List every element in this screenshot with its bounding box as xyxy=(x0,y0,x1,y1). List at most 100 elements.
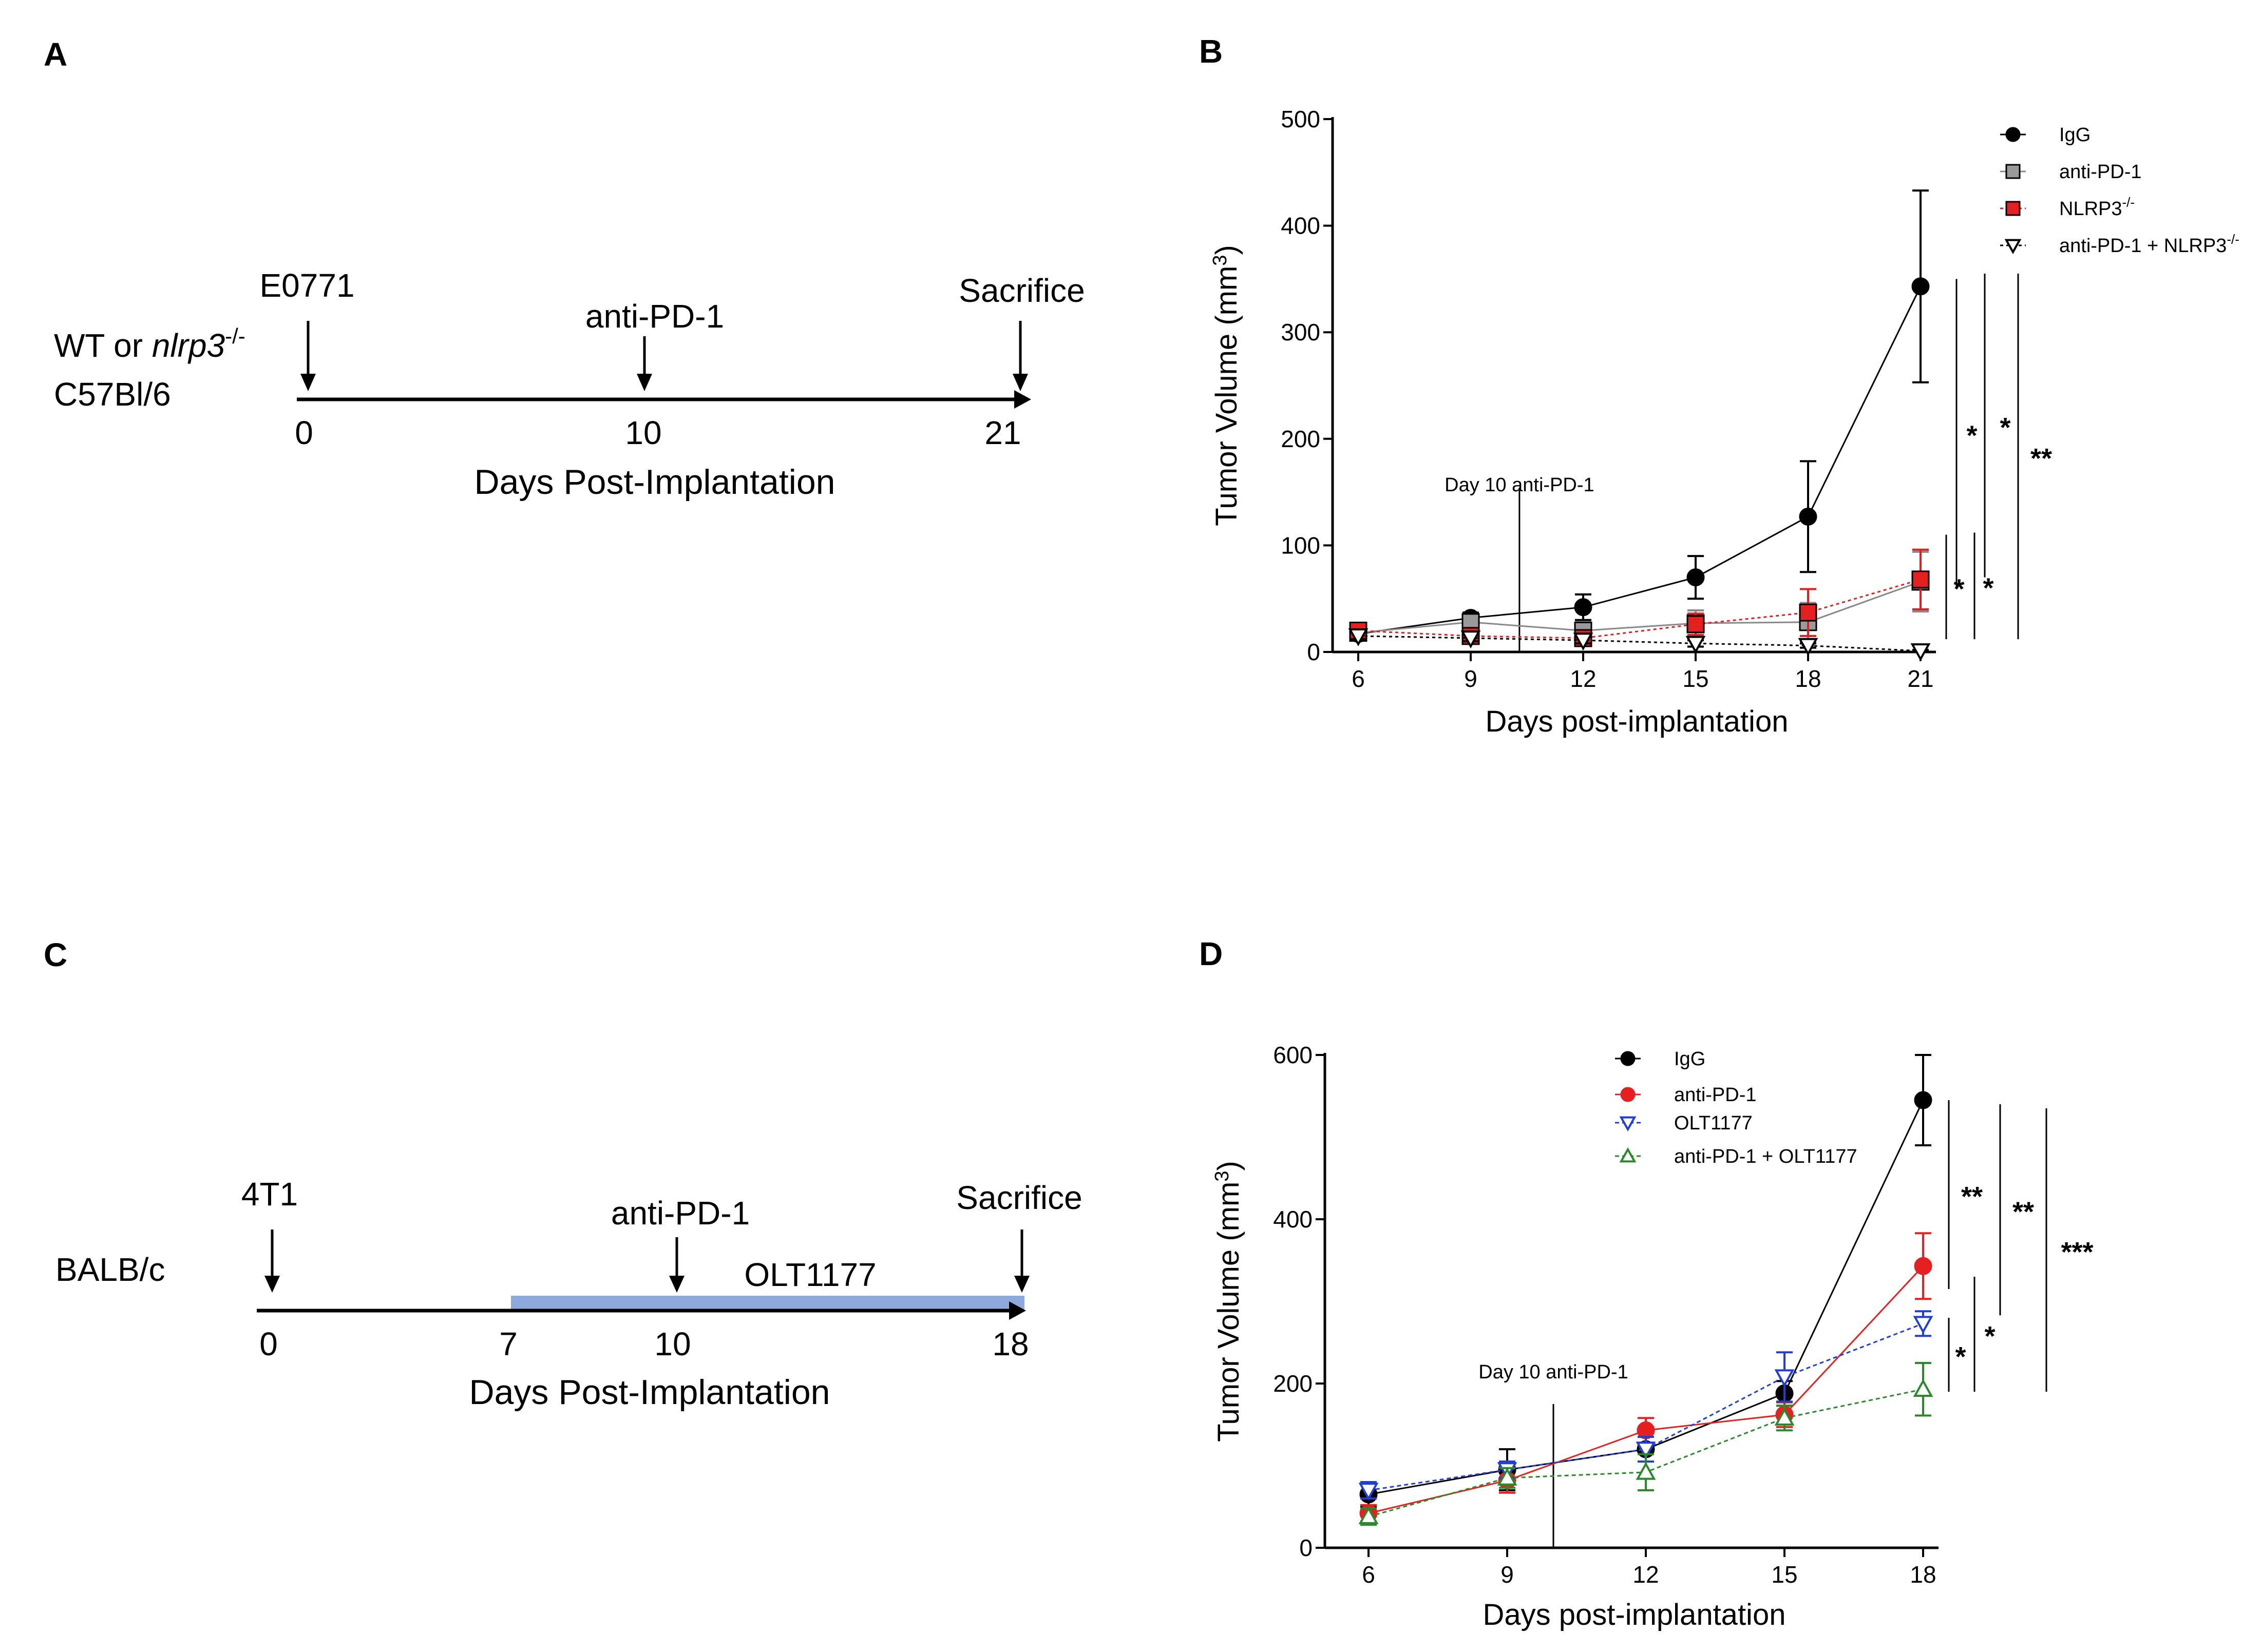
series-line xyxy=(1358,581,1921,634)
legend-entry: NLRP3-/- xyxy=(2000,195,2135,220)
x-tick-label: 15 xyxy=(1771,1561,1797,1588)
data-point xyxy=(1573,632,1593,651)
data-point xyxy=(1911,277,1930,296)
y-tick-label: 0 xyxy=(1299,1534,1313,1561)
chart-b: 0 100 200 300 400 500 6 9 12 15 18 21 Days post-impl… xyxy=(1209,106,2239,738)
host-label-c: BALB/c xyxy=(55,1251,165,1288)
legend-swatch-marker xyxy=(1619,1147,1637,1163)
legend-entry: OLT1177 xyxy=(1615,1112,1753,1134)
event-label-antipd1-c: anti-PD-1 xyxy=(611,1195,750,1232)
legend-swatch-marker xyxy=(2005,164,2021,179)
data-point xyxy=(1686,568,1705,587)
x-tick-label: 6 xyxy=(1362,1561,1375,1588)
data-point xyxy=(1636,1442,1656,1460)
annotation-label: Day 10 anti-PD-1 xyxy=(1445,474,1594,496)
panel-letter-b: B xyxy=(1199,33,1223,70)
day-label-18-c: 18 xyxy=(992,1326,1029,1362)
event-label-sacrifice-c: Sacrifice xyxy=(956,1179,1082,1216)
olt1177-bar-label: OLT1177 xyxy=(744,1256,876,1293)
x-tick-label: 6 xyxy=(1352,665,1365,692)
legend-entry: anti-PD-1 + NLRP3-/- xyxy=(2000,232,2239,257)
significance-label: * xyxy=(1955,1341,1966,1372)
panel-a: A WT or nlrp3-/- C57Bl/6 E0771 anti-PD-1… xyxy=(44,36,1085,502)
data-point xyxy=(1574,598,1592,617)
x-tick-label: 18 xyxy=(1910,1561,1936,1588)
x-axis-title: Days post-implantation xyxy=(1486,705,1789,738)
significance-label: ** xyxy=(1961,1181,1983,1212)
data-point xyxy=(1358,1483,1379,1501)
series-line xyxy=(1358,579,1921,639)
y-axis-title: Tumor Volume (mm3) xyxy=(1211,1161,1245,1442)
data-point xyxy=(1358,1506,1379,1524)
x-axis-title: Days post-implantation xyxy=(1483,1598,1786,1631)
y-tick-label: 100 xyxy=(1281,532,1320,559)
series-anti-pd-1-olt1177 xyxy=(1358,1362,1933,1526)
panel-letter-a: A xyxy=(44,36,67,73)
data-point xyxy=(1910,643,1931,662)
chart-d: 0 200 400 600 6 9 12 15 18 Days post-implantation… xyxy=(1211,1042,2094,1631)
x-tick-label: 18 xyxy=(1795,665,1821,692)
host-strain-a: C57Bl/6 xyxy=(54,376,171,413)
day-label-7-c: 7 xyxy=(499,1326,518,1362)
day-label-0-c: 0 xyxy=(259,1326,278,1362)
data-point xyxy=(1798,638,1818,656)
event-arrow-antipd1-c-head xyxy=(669,1276,685,1293)
significance-label: *** xyxy=(2061,1237,2093,1267)
data-point xyxy=(1799,507,1817,526)
panel-d: D 0 200 400 600 6 9 12 15 18 Days post-implantati… xyxy=(1199,935,2094,1631)
legend-label: anti-PD-1 xyxy=(1674,1084,1757,1106)
legend-entry: IgG xyxy=(1615,1048,1705,1070)
legend-label: IgG xyxy=(1674,1048,1705,1070)
data-point xyxy=(1685,636,1706,654)
event-label-4t1: 4T1 xyxy=(241,1176,298,1213)
significance-label: ** xyxy=(2012,1197,2034,1227)
data-point xyxy=(1913,1379,1933,1397)
legend-label: IgG xyxy=(2059,124,2091,146)
legend-swatch-marker xyxy=(1620,1087,1636,1102)
x-tick-label: 15 xyxy=(1682,665,1708,692)
legend-label: NLRP3-/- xyxy=(2059,195,2135,220)
day-label-10-a: 10 xyxy=(625,414,661,451)
panel-letter-d: D xyxy=(1199,935,1223,972)
legend-swatch-marker xyxy=(1619,1116,1637,1132)
legend-swatch-marker xyxy=(2004,239,2022,255)
legend-label: OLT1177 xyxy=(1674,1112,1753,1134)
data-point xyxy=(1686,615,1705,633)
y-tick-label: 400 xyxy=(1281,213,1320,239)
series-nlrp3 xyxy=(1349,548,1930,647)
data-point xyxy=(1460,630,1481,649)
data-point xyxy=(1774,1408,1795,1426)
legend-label: anti-PD-1 + OLT1177 xyxy=(1674,1146,1857,1167)
event-label-e0771: E0771 xyxy=(259,267,354,304)
panel-letter-c: C xyxy=(44,936,67,973)
olt1177-treatment-bar xyxy=(511,1296,1024,1310)
series-line xyxy=(1358,286,1922,635)
legend-label: anti-PD-1 xyxy=(2059,161,2142,183)
y-tick-label: 500 xyxy=(1281,106,1320,132)
legend-swatch-marker xyxy=(2005,127,2021,142)
event-arrow-antipd1-a-head xyxy=(637,374,652,391)
timeline-title-a: Days Post-Implantation xyxy=(474,463,835,502)
day-label-21-a: 21 xyxy=(984,414,1021,451)
host-label-a: WT or nlrp3-/- xyxy=(54,324,245,364)
y-tick-label: 0 xyxy=(1307,639,1320,665)
y-tick-label: 400 xyxy=(1273,1206,1313,1233)
x-tick-label: 9 xyxy=(1500,1561,1514,1588)
y-tick-label: 200 xyxy=(1281,426,1320,452)
legend-entry: anti-PD-1 + OLT1177 xyxy=(1615,1146,1857,1167)
y-tick-label: 600 xyxy=(1273,1042,1313,1068)
legend-swatch-marker xyxy=(1620,1051,1636,1066)
event-label-antipd1-a: anti-PD-1 xyxy=(585,298,724,335)
timeline-arrow-a xyxy=(1014,390,1031,409)
significance-label: ** xyxy=(2030,443,2052,474)
significance-label: * xyxy=(1983,572,1993,603)
data-point xyxy=(1913,1316,1933,1334)
significance-label: * xyxy=(1966,420,1977,451)
significance-label: * xyxy=(1984,1321,1995,1352)
data-point xyxy=(1774,1369,1795,1388)
series-anti-pd-1-nlrp3 xyxy=(1348,628,1931,662)
y-axis-title: Tumor Volume (mm3) xyxy=(1209,245,1243,526)
y-tick-label: 300 xyxy=(1281,319,1320,345)
event-label-sacrifice-a: Sacrifice xyxy=(959,272,1085,309)
